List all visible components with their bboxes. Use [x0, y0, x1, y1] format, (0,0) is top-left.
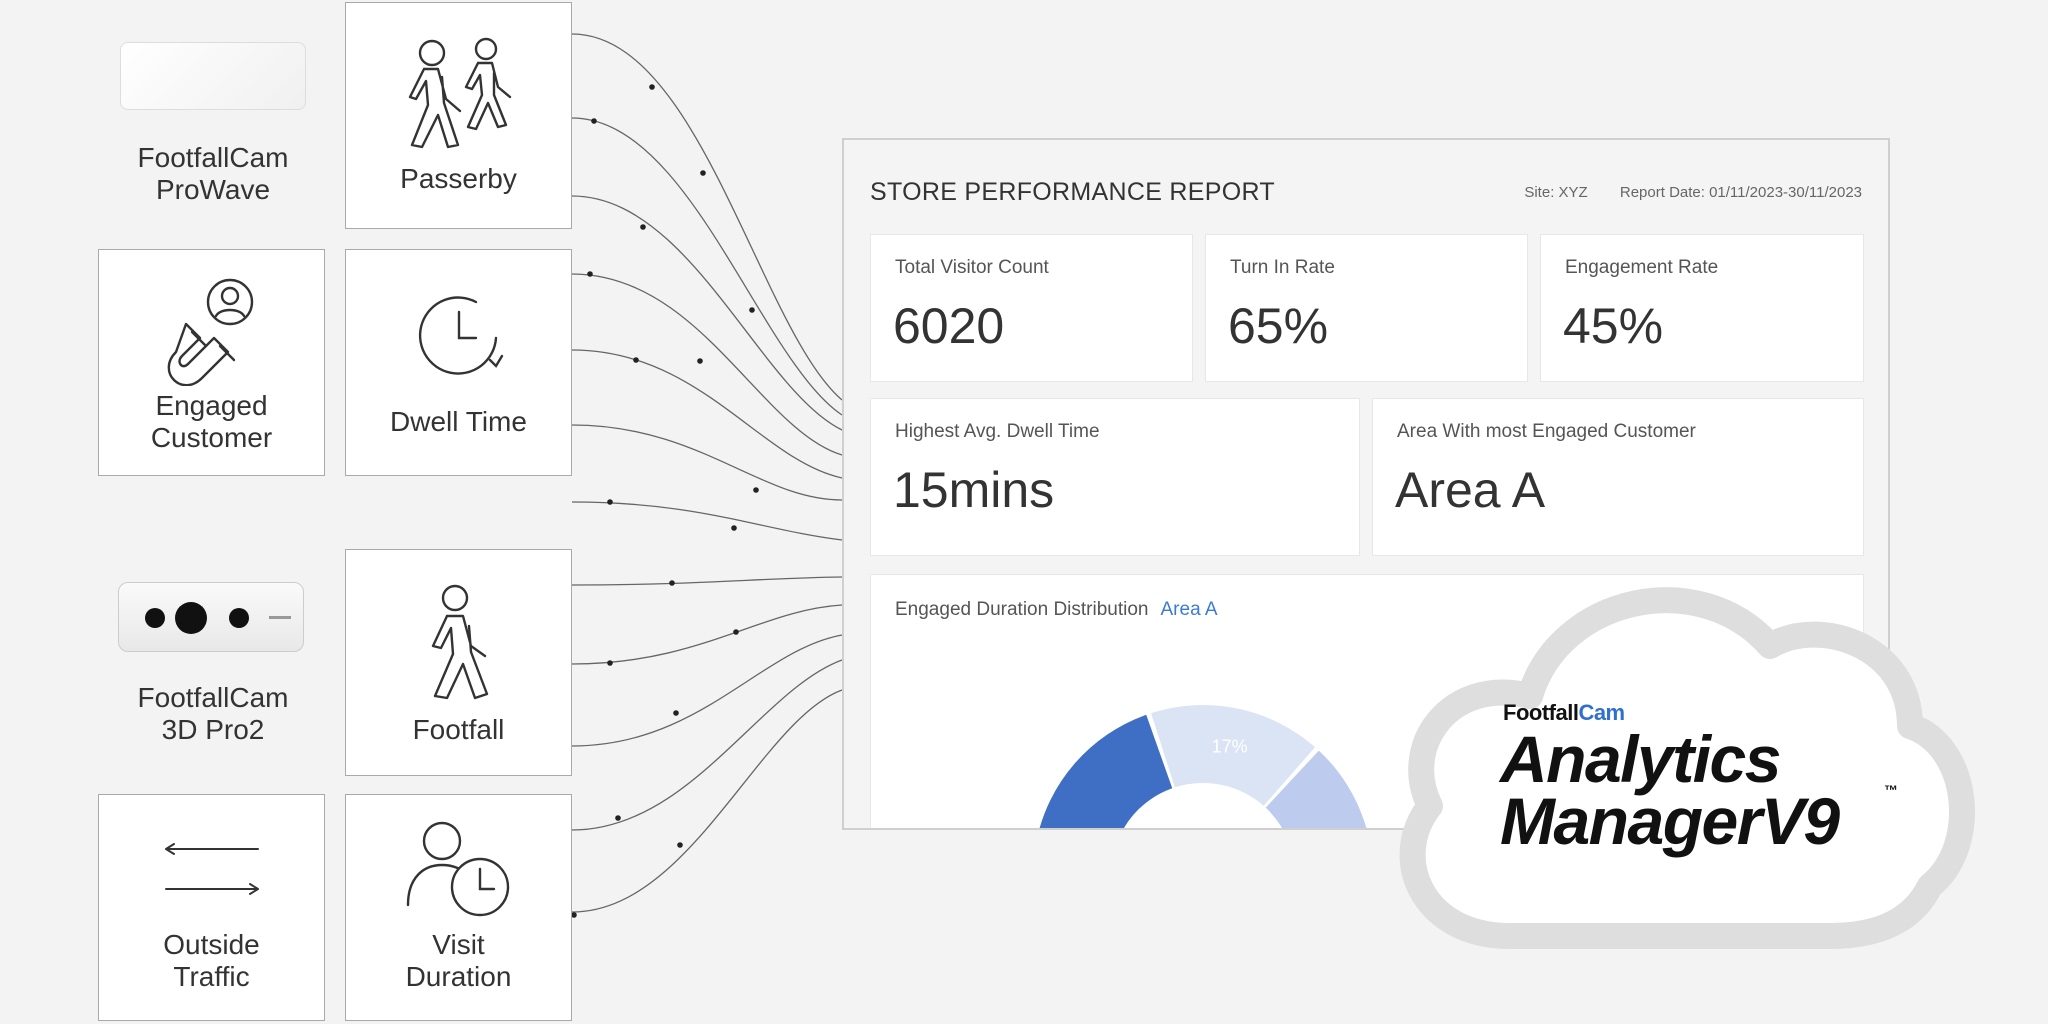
- report-meta: Site: XYZ Report Date: 01/11/2023-30/11/…: [1496, 184, 1862, 201]
- prowave-device-image: [120, 42, 306, 110]
- engaged-duration-donut-chart: 17%17%17%: [1039, 705, 1367, 830]
- dwell-time-label: Dwell Time: [390, 406, 527, 437]
- report-date: Report Date: 01/11/2023-30/11/2023: [1619, 184, 1862, 201]
- outside-traffic-label: Outside Traffic: [163, 929, 260, 992]
- engaged-customer-box: Engaged Customer: [98, 249, 325, 476]
- card-value: Area A: [1395, 462, 1546, 518]
- connector-line: [571, 273, 843, 456]
- connector-line: [571, 576, 843, 586]
- connector-line: [571, 117, 843, 416]
- outside-traffic-box: Outside Traffic: [98, 794, 325, 1021]
- engaged-customer-label: Engaged Customer: [150, 390, 273, 453]
- card-label: Highest Avg. Dwell Time: [895, 421, 1100, 442]
- brand-suffix: Cam: [1578, 700, 1625, 725]
- prowave-device-label: FootfallCam ProWave: [137, 142, 289, 205]
- card-total-visitor-count: Total Visitor Count 6020: [870, 234, 1193, 382]
- connector-line: [571, 33, 843, 401]
- report-site: Site: XYZ: [1524, 184, 1588, 201]
- passerby-box: Passerby: [345, 2, 572, 229]
- passerby-icon: [408, 37, 511, 149]
- card-value: 45%: [1563, 298, 1664, 354]
- card-label: Area With most Engaged Customer: [1397, 421, 1696, 442]
- walking-person-icon: [431, 584, 488, 700]
- donut-slice: [1039, 714, 1173, 828]
- brand-prefix: Footfall: [1503, 700, 1579, 725]
- clock-icon: [418, 296, 503, 375]
- magnet-customer-icon: [167, 278, 253, 386]
- card-label: Turn In Rate: [1230, 257, 1335, 278]
- card-turn-in-rate: Turn In Rate 65%: [1205, 234, 1528, 382]
- cloud-shape: [1399, 587, 1975, 949]
- footfall-label: Footfall: [412, 714, 505, 745]
- card-label: Engagement Rate: [1565, 257, 1719, 278]
- connector-line: [571, 424, 843, 501]
- connector-line: [571, 604, 843, 665]
- card-label: Total Visitor Count: [895, 257, 1049, 278]
- footfall-box: Footfall: [345, 549, 572, 776]
- card-engagement-rate: Engagement Rate 45%: [1540, 234, 1864, 382]
- card-value: 6020: [893, 298, 1005, 354]
- visit-duration-box: Visit Duration: [345, 794, 572, 1021]
- pro2-device-image: [118, 582, 304, 652]
- trademark-symbol: ™: [1884, 782, 1898, 798]
- dwell-time-box: Dwell Time: [345, 249, 572, 476]
- card-value: 65%: [1228, 298, 1329, 354]
- donut-slice: [1265, 750, 1367, 828]
- connector-line: [571, 349, 843, 479]
- connector-line: [571, 659, 843, 831]
- connector-line: [571, 634, 843, 747]
- two-way-arrows-icon: [164, 843, 259, 895]
- passerby-label: Passerby: [400, 163, 517, 194]
- report-title: STORE PERFORMANCE REPORT: [870, 178, 1275, 206]
- footfallcam-logo-text: FootfallCam: [1503, 700, 1625, 726]
- donut-slice-label: 17%: [1310, 826, 1346, 830]
- connector-line: [571, 689, 843, 913]
- person-clock-icon: [406, 821, 509, 917]
- visit-duration-label: Visit Duration: [405, 929, 512, 992]
- card-area-most-engaged: Area With most Engaged Customer Area A: [1372, 398, 1864, 556]
- connector-line: [571, 195, 843, 431]
- connector-line: [571, 501, 843, 541]
- card-highest-avg-dwell-time: Highest Avg. Dwell Time 15mins: [870, 398, 1360, 556]
- card-value: 15mins: [893, 462, 1055, 518]
- distribution-title-text: Engaged Duration Distribution: [895, 599, 1149, 620]
- product-name: Analytics ManagerV9: [1500, 722, 1840, 858]
- distribution-area: Area A: [1160, 599, 1218, 620]
- pro2-device-label: FootfallCam 3D Pro2: [137, 682, 289, 745]
- donut-slice-label: 17%: [1212, 737, 1248, 757]
- donut-slice: [1151, 705, 1316, 806]
- distribution-title: Engaged Duration Distribution Area A: [895, 599, 1218, 621]
